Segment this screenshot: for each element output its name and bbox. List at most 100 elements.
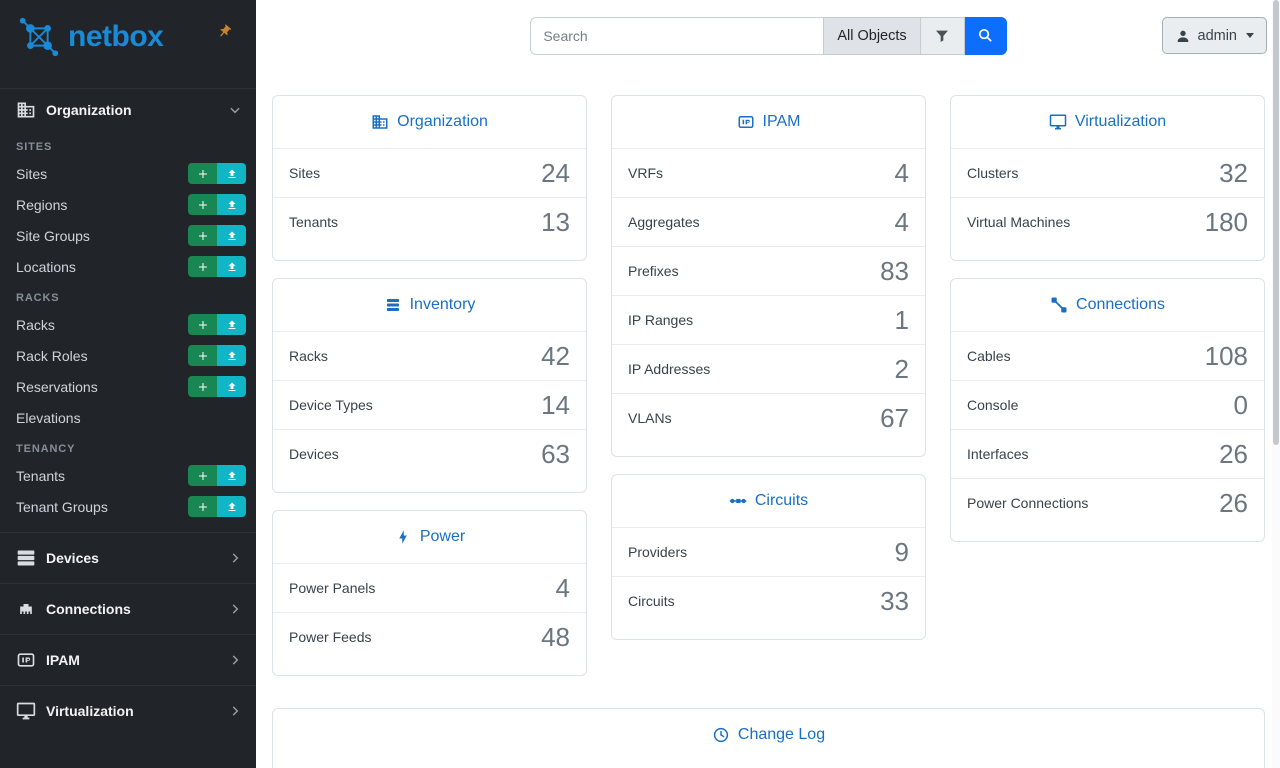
stat-value[interactable]: 26 (1219, 487, 1248, 518)
import-button[interactable] (217, 376, 246, 397)
card-title-text: IPAM (762, 113, 801, 130)
card-title-text: Circuits (754, 492, 809, 509)
add-button[interactable] (188, 345, 217, 366)
stat-row: Cables 108 (951, 331, 1264, 380)
sidebar-item-devices[interactable]: Devices (0, 532, 256, 583)
import-button[interactable] (217, 314, 246, 335)
dashboard-column-2: IPAM VRFs 4 Aggregates 4 Prefixes 83 (611, 95, 926, 676)
add-button[interactable] (188, 225, 217, 246)
object-type-dropdown[interactable]: All Objects (823, 16, 921, 55)
main-area: All Objects admin (256, 0, 1280, 768)
stat-label: Virtual Machines (967, 214, 1071, 230)
stat-value[interactable]: 0 (1233, 389, 1248, 420)
import-button[interactable] (217, 496, 246, 517)
stat-label: Device Types (289, 397, 373, 413)
search-input[interactable] (530, 16, 824, 55)
stat-row: VRFs 4 (612, 148, 925, 197)
sidebar-link-tenants[interactable]: Tenants (16, 467, 66, 484)
stat-label: Interfaces (967, 446, 1029, 462)
sidebar-link-rack-roles[interactable]: Rack Roles (16, 347, 88, 364)
stat-value[interactable]: 48 (541, 621, 570, 652)
sidebar-link-elevations[interactable]: Elevations (16, 409, 81, 426)
sidebar-link-reservations[interactable]: Reservations (16, 378, 98, 395)
search-button[interactable] (964, 16, 1007, 55)
filter-button[interactable] (920, 16, 965, 55)
stat-value[interactable]: 13 (541, 206, 570, 237)
sidebar-item-organization[interactable]: Organization (0, 88, 256, 131)
sidebar-nav: Organization SITES Sites Regions (0, 88, 256, 736)
add-button[interactable] (188, 314, 217, 335)
card-header: Change Log (273, 709, 1264, 761)
sidebar-item-ipam[interactable]: IPAM (0, 634, 256, 685)
card-title-text: Power (419, 528, 466, 545)
sidebar-link-locations[interactable]: Locations (16, 258, 76, 275)
add-button[interactable] (188, 376, 217, 397)
card-header: IPAM (612, 96, 925, 148)
add-button[interactable] (188, 163, 217, 184)
sidebar-item-virtualization[interactable]: Virtualization (0, 685, 256, 736)
stat-value[interactable]: 4 (894, 157, 909, 188)
quick-actions (188, 163, 246, 184)
sidebar-link-racks[interactable]: Racks (16, 316, 55, 333)
stat-value[interactable]: 63 (541, 438, 570, 469)
stat-row: Power Connections 26 (951, 478, 1264, 527)
chevron-right-icon (228, 551, 242, 565)
stat-row: Virtual Machines 180 (951, 197, 1264, 246)
sidebar-link-tenant-groups[interactable]: Tenant Groups (16, 498, 108, 515)
netbox-logo-icon (16, 14, 62, 60)
card-header: Virtualization (951, 96, 1264, 148)
logo-row: netbox (0, 0, 256, 88)
sidebar-heading-sites: SITES (16, 141, 53, 153)
lightning-bolt-icon (394, 528, 412, 546)
stat-label: Power Connections (967, 495, 1089, 511)
stat-value[interactable]: 4 (894, 206, 909, 237)
sidebar-link-site-groups[interactable]: Site Groups (16, 227, 90, 244)
user-menu-button[interactable]: admin (1161, 17, 1267, 54)
netbox-logo[interactable]: netbox (16, 14, 164, 60)
sidebar-link-sites[interactable]: Sites (16, 165, 48, 182)
stat-value[interactable]: 67 (880, 402, 909, 433)
stat-value[interactable]: 9 (894, 536, 909, 567)
stat-value[interactable]: 14 (541, 389, 570, 420)
stat-label: Clusters (967, 165, 1019, 181)
import-button[interactable] (217, 345, 246, 366)
stat-value[interactable]: 108 (1204, 340, 1248, 371)
import-button[interactable] (217, 256, 246, 277)
scrollbar-thumb[interactable] (1273, 0, 1279, 445)
add-button[interactable] (188, 465, 217, 486)
ip-box-icon (737, 113, 755, 131)
import-button[interactable] (217, 163, 246, 184)
stat-label: Cables (967, 348, 1011, 364)
stat-value[interactable]: 83 (880, 255, 909, 286)
sidebar-item-connections[interactable]: Connections (0, 583, 256, 634)
card-title-text: Organization (397, 113, 488, 130)
stat-value[interactable]: 2 (894, 353, 909, 384)
stat-label: Racks (289, 348, 328, 364)
stat-value[interactable]: 4 (555, 572, 570, 603)
stat-value[interactable]: 32 (1219, 157, 1248, 188)
pin-sidebar-icon[interactable] (214, 21, 235, 42)
sidebar-item-label: Devices (46, 550, 99, 566)
sidebar-item-label: Virtualization (46, 703, 134, 719)
stat-row: Device Types 14 (273, 380, 586, 429)
sidebar-item-regions: Regions (0, 189, 256, 220)
global-search: All Objects (530, 16, 1007, 55)
stat-value[interactable]: 26 (1219, 438, 1248, 469)
import-button[interactable] (217, 194, 246, 215)
transit-connection-icon (729, 492, 747, 510)
stat-value[interactable]: 24 (541, 157, 570, 188)
stat-value[interactable]: 42 (541, 340, 570, 371)
stat-label: VRFs (628, 165, 663, 181)
stat-value[interactable]: 33 (880, 585, 909, 616)
import-button[interactable] (217, 225, 246, 246)
stat-value[interactable]: 1 (894, 304, 909, 335)
sidebar-link-regions[interactable]: Regions (16, 196, 68, 213)
stat-row: Power Feeds 48 (273, 612, 586, 661)
sidebar-item-label: Organization (46, 102, 132, 118)
import-button[interactable] (217, 465, 246, 486)
add-button[interactable] (188, 256, 217, 277)
stat-value[interactable]: 180 (1204, 206, 1248, 237)
add-button[interactable] (188, 194, 217, 215)
add-button[interactable] (188, 496, 217, 517)
sidebar-item-sites: Sites (0, 158, 256, 189)
